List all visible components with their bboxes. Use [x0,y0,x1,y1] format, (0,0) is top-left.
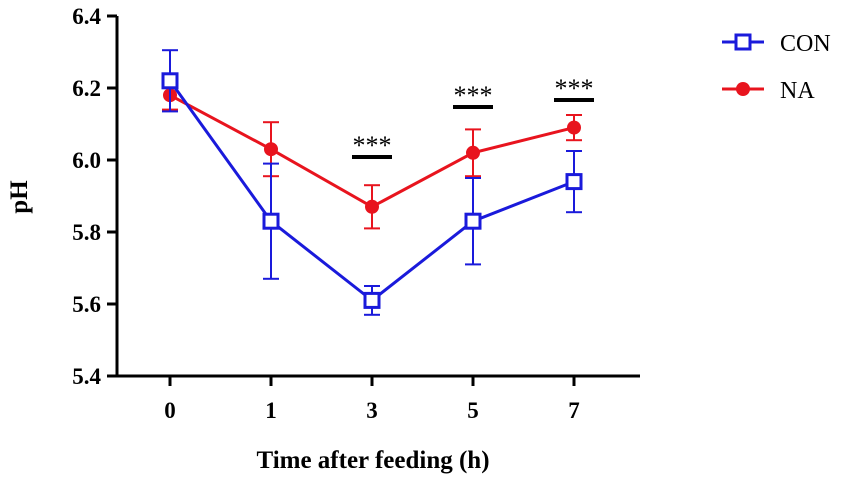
data-point [464,212,482,230]
x-ticks: 0 1 3 5 7 [164,376,580,423]
x-tick-label: 1 [265,398,277,423]
data-point [363,291,381,309]
y-tick-label: 5.4 [72,364,101,389]
y-tick-label: 5.8 [72,220,101,245]
legend-label: CON [780,31,831,57]
legend-label: NA [780,78,815,104]
legend-item-con: CON [722,31,831,57]
y-tick-label: 6.2 [72,76,101,101]
data-point [565,173,583,191]
data-point [567,120,581,135]
x-tick-label: 5 [467,398,479,423]
significance-stars: *** [353,131,392,160]
significance-stars: *** [454,81,493,110]
y-tick-label: 5.6 [72,292,101,317]
axes [115,16,640,378]
data-point [262,212,280,230]
data-point [264,142,278,157]
data-point [161,72,179,90]
x-tick-label: 3 [366,398,378,423]
y-ticks: 5.4 5.6 5.8 6.0 6.2 6.4 [72,4,117,389]
data-series [161,49,583,316]
series-con [161,49,583,316]
data-point [365,199,379,214]
significance-stars: *** [555,74,594,103]
y-tick-label: 6.4 [72,4,101,29]
y-axis-title: pH [6,180,33,214]
legend-marker [734,33,752,51]
data-point [466,145,480,160]
legend-marker [736,82,750,96]
x-tick-label: 0 [164,398,176,423]
significance-annotations: *** *** *** [352,74,594,160]
x-axis-title: Time after feeding (h) [256,447,489,474]
y-tick-label: 6.0 [72,148,101,173]
legend: CON NA [722,31,831,104]
x-tick-label: 7 [568,398,580,423]
legend-item-na: NA [722,78,815,104]
